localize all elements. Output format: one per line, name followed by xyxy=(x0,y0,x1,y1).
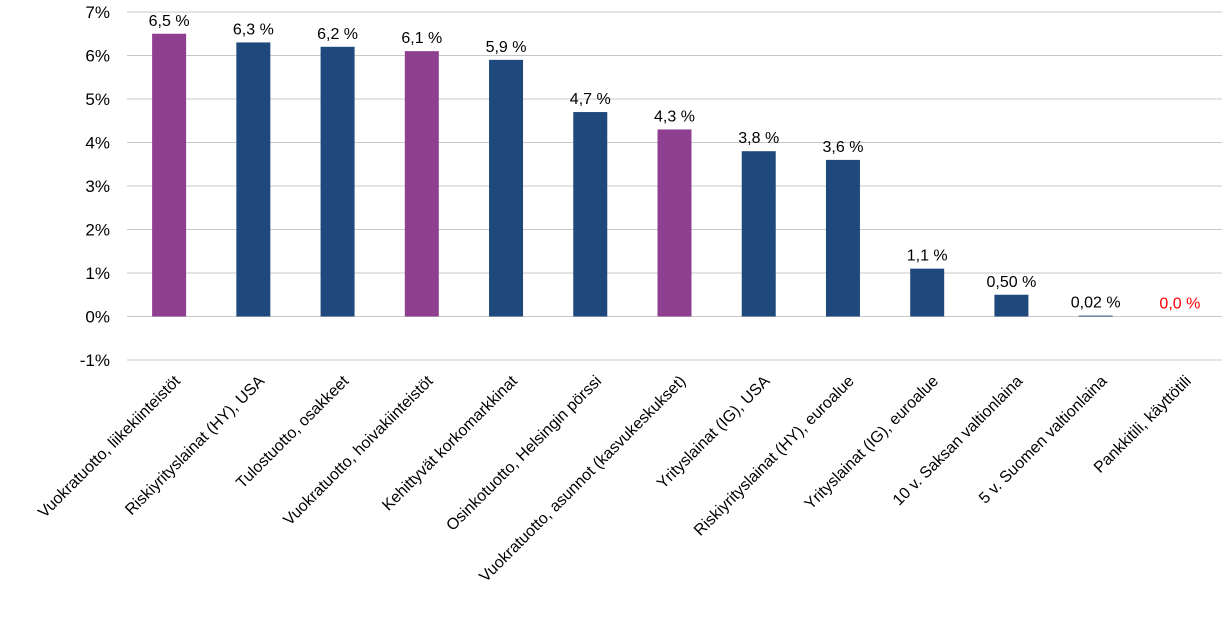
data-label: 0,50 % xyxy=(987,274,1037,291)
y-tick-label: 2% xyxy=(85,221,110,240)
category-label: Riskiyrityslainat (HY), USA xyxy=(122,373,268,519)
category-label: Osinkotuotto, Helsingin pörssi xyxy=(443,373,605,535)
y-tick-label: 3% xyxy=(85,177,110,196)
bar xyxy=(825,159,860,317)
bars xyxy=(152,33,1113,317)
bar xyxy=(236,42,271,317)
bar xyxy=(489,59,524,317)
data-label: 5,9 % xyxy=(486,39,527,56)
category-label: Riskiyrityslainat (HY), euroalue xyxy=(691,373,858,540)
data-label: 6,3 % xyxy=(233,21,274,38)
y-tick-label: 0% xyxy=(85,308,110,327)
data-label: 6,1 % xyxy=(401,30,442,47)
category-label: Yrityslainat (IG), euroalue xyxy=(802,373,942,513)
data-label: 3,6 % xyxy=(823,139,864,156)
data-label: 3,8 % xyxy=(738,130,779,147)
data-label: 1,1 % xyxy=(907,248,948,265)
bar xyxy=(657,129,692,317)
data-labels: 6,5 % 6,3 % 6,2 % 6,1 % 5,9 % 4,7 % 4,3 % 3,8 %… xyxy=(149,13,1201,313)
category-label: Vuokratuotto, liikekiinteistöt xyxy=(35,372,184,521)
data-label: 6,2 % xyxy=(317,26,358,43)
y-tick-label: 5% xyxy=(85,90,110,109)
y-tick-label: -1% xyxy=(80,351,110,370)
y-tick-label: 7% xyxy=(85,3,110,22)
data-label: 0,02 % xyxy=(1071,295,1121,312)
bar xyxy=(741,151,776,317)
bar xyxy=(573,112,608,317)
data-label: 0,0 % xyxy=(1159,296,1200,313)
bar xyxy=(404,51,439,317)
bar xyxy=(910,268,945,317)
bar xyxy=(994,294,1029,317)
bar xyxy=(320,46,355,317)
data-label: 6,5 % xyxy=(149,13,190,30)
category-label: Vuokratuotto, hoivakiinteistöt xyxy=(280,372,437,529)
data-label: 4,3 % xyxy=(654,108,695,125)
bar xyxy=(152,33,187,317)
bar xyxy=(1078,315,1113,317)
data-label: 4,7 % xyxy=(570,91,611,108)
y-axis-tick-labels: -1% 0% 1% 2% 3% 4% 5% 6% 7% xyxy=(80,3,110,370)
category-label: Kehittyvät korkomarkkinat xyxy=(379,372,521,514)
y-tick-label: 4% xyxy=(85,134,110,153)
y-tick-label: 1% xyxy=(85,264,110,283)
category-labels: Vuokratuotto, liikekiinteistötRiskiyrity… xyxy=(35,372,1194,585)
y-tick-label: 6% xyxy=(85,47,110,66)
